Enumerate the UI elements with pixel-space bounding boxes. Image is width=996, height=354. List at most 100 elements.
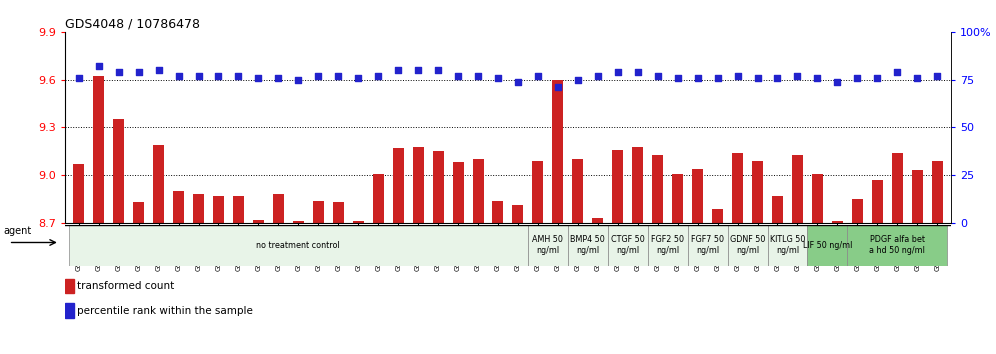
Point	[410, 67, 426, 73]
Bar	[333, 202, 344, 223]
Text: PDGF alfa bet
a hd 50 ng/ml: PDGF alfa bet a hd 50 ng/ml	[870, 235, 925, 255]
Point	[649, 73, 665, 79]
Point	[629, 69, 645, 75]
Bar	[528, 225, 568, 266]
Bar	[492, 201, 503, 223]
Bar	[273, 194, 284, 223]
Text: BMP4 50
ng/ml: BMP4 50 ng/ml	[571, 235, 606, 255]
Bar	[687, 225, 727, 266]
Bar	[373, 173, 383, 223]
Bar	[593, 218, 604, 223]
Point	[170, 73, 186, 79]
Point	[750, 75, 766, 81]
Point	[790, 73, 806, 79]
Point	[850, 75, 866, 81]
Bar	[65, 279, 74, 293]
Point	[530, 73, 546, 79]
Bar	[931, 161, 942, 223]
Point	[230, 73, 246, 79]
Point	[71, 75, 87, 81]
Point	[929, 73, 945, 79]
Bar	[513, 205, 524, 223]
Text: AMH 50
ng/ml: AMH 50 ng/ml	[533, 235, 564, 255]
Point	[550, 85, 566, 90]
Bar	[293, 221, 304, 223]
Bar	[792, 154, 803, 223]
Text: agent: agent	[3, 226, 31, 236]
Point	[111, 69, 126, 75]
Bar	[652, 154, 663, 223]
Point	[490, 75, 506, 81]
Text: GDNF 50
ng/ml: GDNF 50 ng/ml	[730, 235, 765, 255]
Text: percentile rank within the sample: percentile rank within the sample	[77, 306, 253, 316]
Bar	[808, 225, 848, 266]
Point	[270, 75, 286, 81]
Point	[130, 69, 146, 75]
Bar	[613, 150, 623, 223]
Bar	[732, 153, 743, 223]
Point	[250, 75, 266, 81]
Point	[610, 69, 625, 75]
Bar	[911, 171, 922, 223]
Text: FGF7 50
ng/ml: FGF7 50 ng/ml	[691, 235, 724, 255]
Bar	[752, 161, 763, 223]
Bar	[173, 191, 184, 223]
Bar	[74, 164, 85, 223]
Bar	[153, 145, 164, 223]
Text: FGF2 50
ng/ml: FGF2 50 ng/ml	[651, 235, 684, 255]
Bar	[573, 159, 584, 223]
Bar	[712, 209, 723, 223]
Point	[730, 73, 746, 79]
Bar	[313, 201, 324, 223]
Text: GDS4048 / 10786478: GDS4048 / 10786478	[65, 18, 200, 31]
Point	[371, 73, 386, 79]
Bar	[353, 221, 364, 223]
Point	[830, 79, 846, 84]
Point	[430, 67, 446, 73]
Bar	[533, 161, 544, 223]
Point	[669, 75, 685, 81]
Text: transformed count: transformed count	[77, 281, 174, 291]
Bar	[891, 153, 902, 223]
Bar	[114, 120, 124, 223]
Bar	[233, 196, 244, 223]
Point	[770, 75, 786, 81]
Bar	[768, 225, 808, 266]
Point	[150, 67, 166, 73]
Bar	[432, 151, 443, 223]
Point	[190, 73, 206, 79]
Bar	[647, 225, 687, 266]
Bar	[772, 196, 783, 223]
Bar	[133, 202, 144, 223]
Bar	[848, 225, 947, 266]
Bar	[412, 147, 423, 223]
Text: no treatment control: no treatment control	[256, 241, 341, 250]
Bar	[727, 225, 768, 266]
Point	[210, 73, 226, 79]
Bar	[852, 199, 863, 223]
Bar	[553, 80, 564, 223]
Point	[590, 73, 606, 79]
Point	[870, 75, 885, 81]
Text: CTGF 50
ng/ml: CTGF 50 ng/ml	[611, 235, 644, 255]
Bar	[193, 194, 204, 223]
Bar	[452, 162, 463, 223]
Point	[311, 73, 327, 79]
Bar	[568, 225, 608, 266]
Bar	[812, 173, 823, 223]
Text: KITLG 50
ng/ml: KITLG 50 ng/ml	[770, 235, 805, 255]
Bar	[213, 196, 224, 223]
Point	[510, 79, 526, 84]
Point	[291, 77, 307, 82]
Bar	[472, 159, 483, 223]
Point	[390, 67, 406, 73]
Point	[689, 75, 705, 81]
Bar	[392, 148, 403, 223]
Point	[351, 75, 367, 81]
Bar	[692, 169, 703, 223]
Bar	[672, 173, 683, 223]
Bar	[872, 180, 882, 223]
Bar	[832, 221, 843, 223]
Bar	[608, 225, 647, 266]
Point	[889, 69, 905, 75]
